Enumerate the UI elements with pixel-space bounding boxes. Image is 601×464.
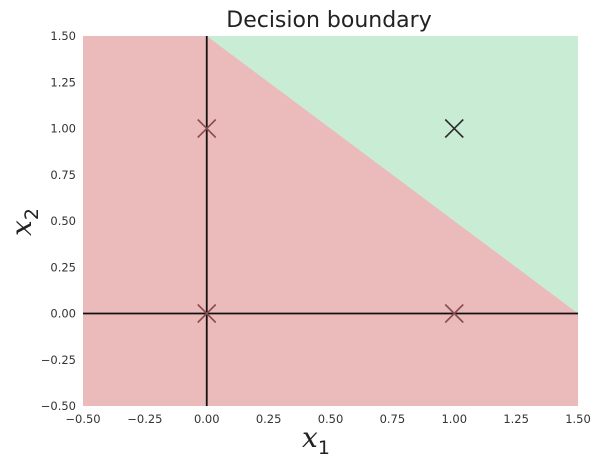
x-tick-label: 0.75 bbox=[380, 412, 406, 426]
data-point-stroke bbox=[444, 118, 464, 139]
data-point-stroke bbox=[444, 303, 464, 324]
y-tick-label: −0.50 bbox=[41, 399, 76, 413]
x-axis-ticks: −0.50 −0.25 0.00 0.25 0.50 0.75 1.00 1.25 1.50 bbox=[65, 412, 590, 426]
x-tick-label: 0.50 bbox=[318, 412, 344, 426]
x-tick-label: −0.25 bbox=[127, 412, 162, 426]
y-axis-label-subscript: 2 bbox=[21, 208, 43, 220]
plot-area bbox=[83, 36, 578, 406]
x-tick-label: 1.50 bbox=[565, 412, 591, 426]
x-tick-label: 1.25 bbox=[503, 412, 529, 426]
y-tick-label: 0.50 bbox=[50, 214, 76, 228]
y-tick-label: 0.00 bbox=[50, 307, 76, 321]
y-axis-label: x2 bbox=[5, 208, 43, 236]
data-point-stroke bbox=[197, 118, 217, 139]
region-class-1 bbox=[206, 36, 578, 314]
data-point bbox=[444, 118, 464, 139]
y-axis-label-symbol: x bbox=[5, 220, 38, 236]
data-point-stroke bbox=[197, 303, 217, 324]
x-axis-label: x1 bbox=[302, 421, 330, 459]
y-tick-label: 1.00 bbox=[50, 122, 76, 136]
y-axis-label-group: x2 bbox=[5, 208, 43, 236]
data-point bbox=[444, 303, 464, 324]
y-tick-label: 0.75 bbox=[50, 168, 76, 182]
x-tick-label: 0.25 bbox=[256, 412, 282, 426]
data-point bbox=[197, 118, 217, 139]
x-tick-label: 0.00 bbox=[194, 412, 220, 426]
y-tick-label: −0.25 bbox=[41, 353, 76, 367]
x-axis-label-symbol: x bbox=[302, 421, 318, 454]
y-tick-label: 0.25 bbox=[50, 260, 76, 274]
chart-title: Decision boundary bbox=[226, 8, 431, 33]
y-tick-label: 1.25 bbox=[50, 75, 76, 89]
x-axis-label-subscript: 1 bbox=[318, 437, 330, 459]
y-tick-label: 1.50 bbox=[50, 29, 76, 43]
y-axis-ticks: −0.50 −0.25 0.00 0.25 0.50 0.75 1.00 1.25 1.50 bbox=[41, 29, 76, 413]
x-tick-label: −0.50 bbox=[65, 412, 100, 426]
data-point bbox=[197, 303, 217, 324]
x-tick-label: 1.00 bbox=[441, 412, 467, 426]
